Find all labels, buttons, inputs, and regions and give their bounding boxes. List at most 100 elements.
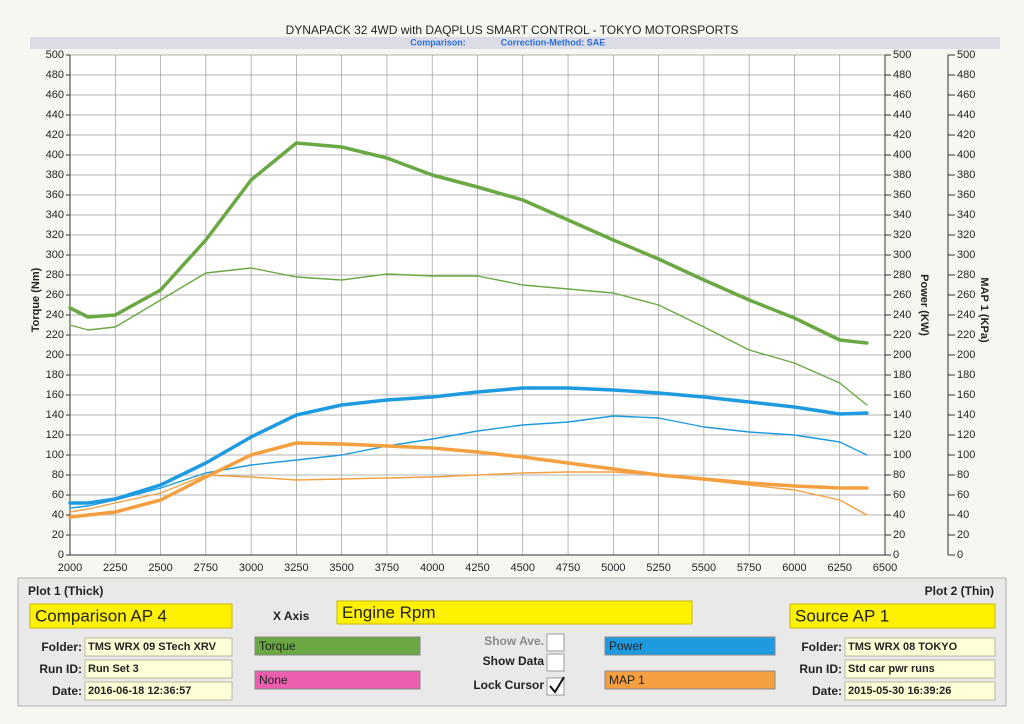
y-tick-label: 40 bbox=[52, 509, 64, 521]
y2-tick-label: 220 bbox=[893, 329, 911, 341]
field-label: Folder: bbox=[801, 640, 842, 654]
y-tick-label: 480 bbox=[46, 69, 64, 81]
y-tick-label: 240 bbox=[46, 309, 64, 321]
x-tick-label: 5250 bbox=[646, 562, 670, 574]
field-box[interactable] bbox=[844, 637, 996, 657]
y3-tick-label: 400 bbox=[957, 149, 975, 161]
y3-tick-label: 40 bbox=[957, 509, 969, 521]
y3-tick-label: 140 bbox=[957, 409, 975, 421]
y3-tick-label: 220 bbox=[957, 329, 975, 341]
channel-select[interactable] bbox=[604, 636, 776, 656]
y3-tick-label: 0 bbox=[957, 549, 963, 561]
channel-select[interactable] bbox=[604, 670, 776, 690]
y-tick-label: 300 bbox=[46, 249, 64, 261]
y2-tick-label: 480 bbox=[893, 69, 911, 81]
x-tick-label: 6500 bbox=[873, 562, 897, 574]
plot2-header: Plot 2 (Thin) bbox=[925, 584, 994, 598]
y2-tick-label: 240 bbox=[893, 309, 911, 321]
y3-axis-title: MAP 1 (KPa) bbox=[978, 277, 990, 343]
series-line bbox=[68, 386, 869, 505]
y3-tick-label: 440 bbox=[957, 109, 975, 121]
y-tick-label: 400 bbox=[46, 149, 64, 161]
y3-tick-label: 100 bbox=[957, 449, 975, 461]
y2-tick-label: 400 bbox=[893, 149, 911, 161]
y2-tick-label: 60 bbox=[893, 489, 905, 501]
y-tick-label: 200 bbox=[46, 349, 64, 361]
field-box[interactable] bbox=[84, 659, 233, 679]
channel-label: Torque bbox=[259, 639, 296, 653]
x-axis-label: X Axis bbox=[273, 609, 310, 623]
y3-tick-label: 300 bbox=[957, 249, 975, 261]
field-box[interactable] bbox=[844, 659, 996, 679]
y2-tick-label: 440 bbox=[893, 109, 911, 121]
field-value: 2016-06-18 12:36:57 bbox=[88, 685, 191, 697]
field-value: Run Set 3 bbox=[88, 663, 139, 675]
y3-tick-label: 340 bbox=[957, 209, 975, 221]
field-value: Std car pwr runs bbox=[848, 663, 935, 675]
channel-label: None bbox=[259, 673, 288, 687]
controls: Plot 1 (Thick) Plot 2 (Thin) Comparison AP… bbox=[28, 584, 996, 701]
y-tick-label: 140 bbox=[46, 409, 64, 421]
y3-tick-label: 380 bbox=[957, 169, 975, 181]
y-tick-label: 360 bbox=[46, 189, 64, 201]
x-tick-label: 6000 bbox=[782, 562, 806, 574]
checkbox[interactable] bbox=[546, 653, 565, 672]
y-tick-label: 80 bbox=[52, 469, 64, 481]
y-tick-label: 120 bbox=[46, 429, 64, 441]
option-label: Show Data bbox=[483, 654, 545, 668]
y3-tick-label: 20 bbox=[957, 529, 969, 541]
y3-tick-label: 120 bbox=[957, 429, 975, 441]
plot1-source: Comparison AP 4 bbox=[35, 606, 167, 625]
y-tick-label: 100 bbox=[46, 449, 64, 461]
x-tick-label: 3500 bbox=[329, 562, 353, 574]
x-tick-label: 4750 bbox=[556, 562, 580, 574]
field-label: Date: bbox=[52, 684, 82, 698]
field-value: TMS WRX 09 STech XRV bbox=[88, 641, 217, 653]
field-box[interactable] bbox=[84, 681, 233, 701]
y3-tick-label: 60 bbox=[957, 489, 969, 501]
y2-tick-label: 260 bbox=[893, 289, 911, 301]
y2-tick-label: 140 bbox=[893, 409, 911, 421]
y-tick-label: 20 bbox=[52, 529, 64, 541]
channel-select[interactable] bbox=[254, 636, 421, 656]
field-box[interactable] bbox=[84, 637, 233, 657]
x-tick-label: 5750 bbox=[737, 562, 761, 574]
y-tick-label: 340 bbox=[46, 209, 64, 221]
y2-tick-label: 360 bbox=[893, 189, 911, 201]
y-tick-label: 320 bbox=[46, 229, 64, 241]
y2-tick-label: 340 bbox=[893, 209, 911, 221]
y-tick-label: 220 bbox=[46, 329, 64, 341]
channel-select[interactable] bbox=[254, 670, 421, 690]
y2-tick-label: 160 bbox=[893, 389, 911, 401]
checkbox bbox=[546, 633, 565, 652]
y2-tick-label: 120 bbox=[893, 429, 911, 441]
y-tick-label: 180 bbox=[46, 369, 64, 381]
x-tick-label: 4000 bbox=[420, 562, 444, 574]
y2-tick-label: 0 bbox=[893, 549, 899, 561]
checkmark bbox=[549, 676, 565, 694]
field-value: TMS WRX 08 TOKYO bbox=[848, 641, 958, 653]
y3-tick-label: 80 bbox=[957, 469, 969, 481]
y-tick-label: 280 bbox=[46, 269, 64, 281]
plot2-source-box[interactable] bbox=[789, 603, 996, 629]
x-tick-label: 3250 bbox=[284, 562, 308, 574]
y2-tick-label: 100 bbox=[893, 449, 911, 461]
y3-tick-label: 420 bbox=[957, 129, 975, 141]
y-tick-label: 60 bbox=[52, 489, 64, 501]
field-value: 2015-05-30 16:39:26 bbox=[848, 685, 951, 697]
y2-tick-label: 280 bbox=[893, 269, 911, 281]
y-tick-label: 0 bbox=[58, 549, 64, 561]
plot2-source: Source AP 1 bbox=[795, 606, 889, 625]
series-line bbox=[69, 415, 868, 509]
y2-tick-label: 200 bbox=[893, 349, 911, 361]
chart-subtitle: Comparison: bbox=[410, 37, 466, 47]
field-box[interactable] bbox=[844, 681, 996, 701]
correction-method: Correction-Method: SAE bbox=[501, 37, 606, 47]
series-line bbox=[69, 471, 868, 516]
plot-area: 2000 2250 2500 2750 3000 3250 3500 3750 4000 4250… bbox=[46, 49, 976, 574]
x-axis-select-box[interactable] bbox=[336, 600, 693, 625]
y3-tick-label: 200 bbox=[957, 349, 975, 361]
y2-tick-label: 80 bbox=[893, 469, 905, 481]
y3-tick-label: 160 bbox=[957, 389, 975, 401]
plot1-source-box[interactable] bbox=[29, 603, 233, 629]
